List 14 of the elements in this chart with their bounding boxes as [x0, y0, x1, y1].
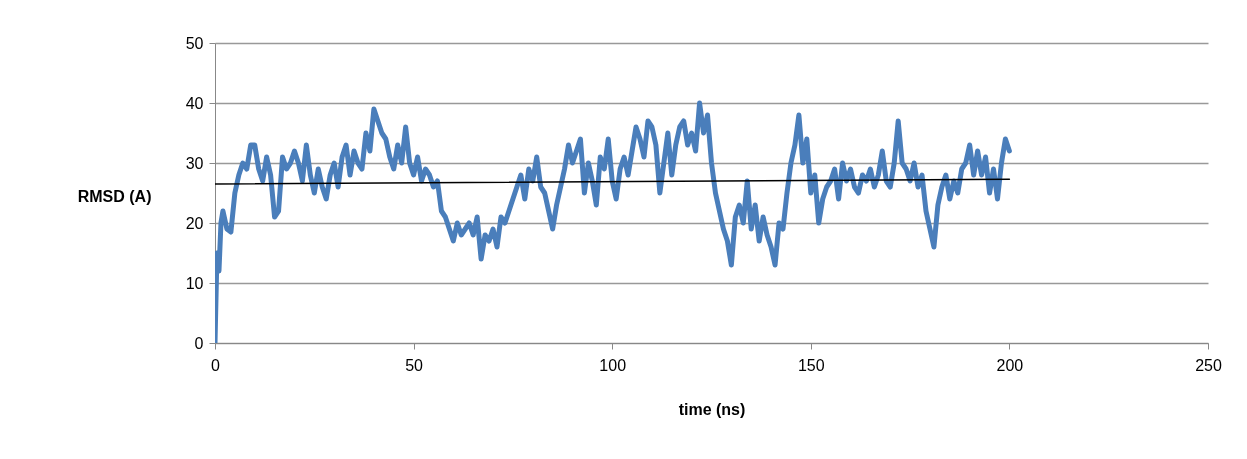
x-tick-label: 250: [1195, 356, 1222, 374]
y-axis-title: RMSD (A): [77, 187, 152, 205]
y-tick-label: 10: [185, 274, 204, 292]
y-tick-label: 30: [185, 154, 204, 172]
y-tick-label: 40: [185, 94, 204, 112]
x-tick-label: 150: [797, 356, 825, 374]
x-axis-title: time (ns): [678, 400, 746, 418]
x-tick-label: 0: [211, 356, 221, 374]
x-tick-label: 200: [996, 356, 1024, 374]
y-tick-label: 20: [185, 214, 204, 232]
y-tick-label: 50: [185, 34, 204, 52]
x-tick-label: 100: [599, 356, 627, 374]
y-tick-label: 0: [194, 334, 204, 352]
x-tick-label: 50: [405, 356, 424, 374]
